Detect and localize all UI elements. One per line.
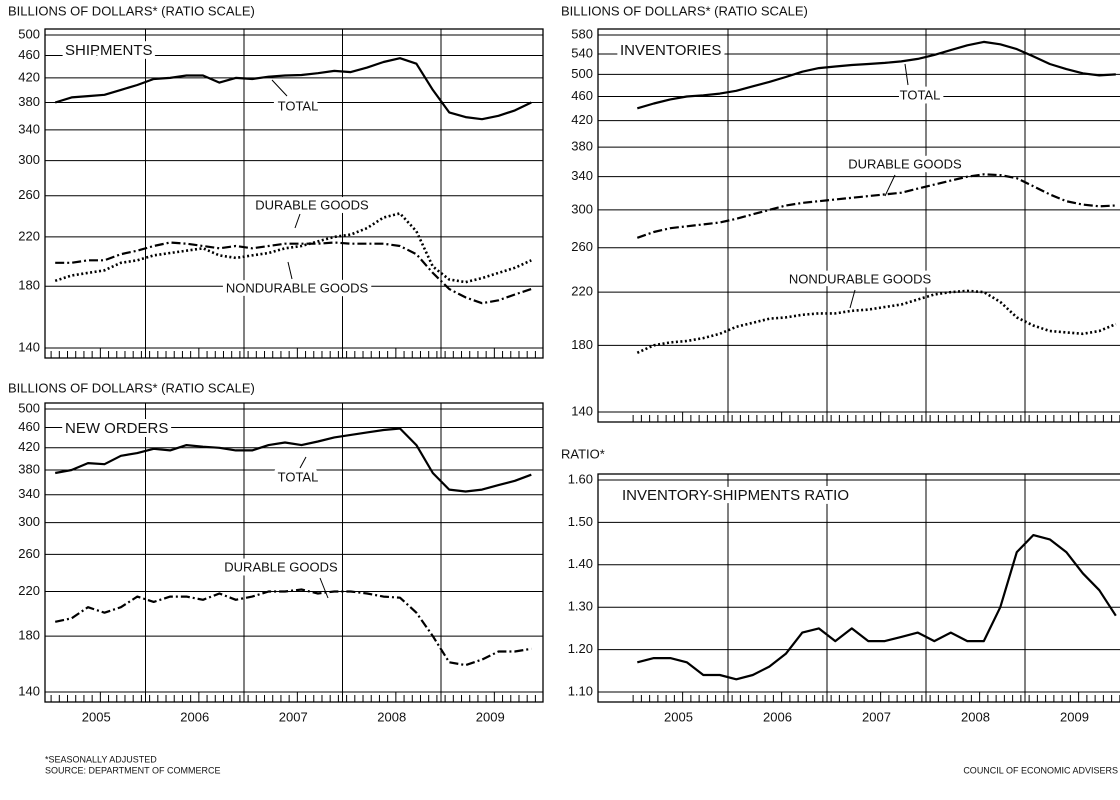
label-leader (271, 79, 288, 97)
series-line (54, 57, 532, 121)
series-line (55, 241, 532, 305)
y-tick-label: 420 (18, 69, 40, 84)
y-tick-label: 460 (18, 47, 40, 62)
credit: COUNCIL OF ECONOMIC ADVISERS (963, 765, 1118, 775)
series-label: DURABLE GOODS (848, 156, 962, 171)
y-tick-label: 260 (571, 239, 593, 254)
source: SOURCE: DEPARTMENT OF COMMERCE (45, 765, 221, 775)
x-tick-label: 2008 (961, 709, 990, 724)
plot-frame (597, 473, 1120, 703)
plot-frame (44, 28, 544, 359)
y-tick-label: 580 (571, 26, 593, 41)
y-tick-label: 140 (18, 339, 40, 354)
y-tick-label: 420 (571, 112, 593, 127)
series-label: TOTAL (900, 87, 941, 102)
y-tick-label: 140 (18, 683, 40, 698)
y-tick-label: 260 (18, 187, 40, 202)
y-tick-label: 300 (18, 152, 40, 167)
y-tick-label: 220 (18, 228, 40, 243)
x-tick-label: 2009 (476, 709, 505, 724)
series-label: TOTAL (278, 469, 319, 484)
series-line (54, 588, 532, 667)
y-tick-label: 300 (18, 514, 40, 529)
y-axis-label: BILLIONS OF DOLLARS* (RATIO SCALE) (8, 3, 255, 18)
panel-title: NEW ORDERS (65, 420, 168, 437)
x-tick-label: 2009 (1060, 709, 1089, 724)
series-label: DURABLE GOODS (255, 197, 369, 212)
series-line (55, 427, 532, 493)
label-leader (904, 63, 909, 86)
y-tick-label: 420 (18, 439, 40, 454)
series-line (636, 173, 1116, 239)
y-tick-label: 180 (571, 337, 593, 352)
y-axis-label: BILLIONS OF DOLLARS* (RATIO SCALE) (561, 3, 808, 18)
label-leader (884, 174, 896, 197)
series-line (636, 289, 1117, 354)
y-tick-label: 500 (571, 66, 593, 81)
y-axis-label: BILLIONS OF DOLLARS* (RATIO SCALE) (8, 380, 255, 395)
y-tick-label: 220 (18, 583, 40, 598)
label-leader (294, 213, 301, 229)
series-label: TOTAL (278, 98, 319, 113)
y-tick-label: 1.30 (568, 599, 593, 614)
y-tick-label: 180 (18, 278, 40, 293)
y-tick-label: 300 (571, 201, 593, 216)
y-tick-label: 340 (18, 121, 40, 136)
series-line (54, 212, 532, 284)
y-tick-label: 500 (18, 400, 40, 415)
panel-title: SHIPMENTS (65, 42, 153, 59)
series-label: NONDURABLE GOODS (226, 280, 369, 295)
label-leader (299, 456, 307, 469)
y-tick-label: 220 (571, 284, 593, 299)
y-tick-label: 460 (18, 419, 40, 434)
x-tick-label: 2007 (862, 709, 891, 724)
y-tick-label: 460 (571, 88, 593, 103)
y-tick-label: 380 (18, 461, 40, 476)
y-tick-label: 1.40 (568, 556, 593, 571)
plot-frame (44, 402, 544, 703)
y-tick-label: 380 (571, 139, 593, 154)
y-axis-label: RATIO* (561, 446, 605, 461)
plot-frame (597, 28, 1120, 423)
series-line (636, 40, 1116, 110)
y-tick-label: 260 (18, 546, 40, 561)
x-tick-label: 2007 (279, 709, 308, 724)
label-leader (287, 261, 293, 280)
x-tick-label: 2005 (82, 709, 111, 724)
y-tick-label: 1.50 (568, 514, 593, 529)
label-leader (319, 577, 329, 599)
y-tick-label: 340 (18, 486, 40, 501)
y-tick-label: 1.10 (568, 683, 593, 698)
x-tick-label: 2006 (763, 709, 792, 724)
y-tick-label: 340 (571, 168, 593, 183)
y-tick-label: 380 (18, 94, 40, 109)
series-line (637, 534, 1117, 681)
y-tick-label: 540 (571, 45, 593, 60)
y-tick-label: 140 (571, 403, 593, 418)
x-tick-label: 2006 (180, 709, 209, 724)
x-tick-label: 2005 (664, 709, 693, 724)
panel-title: INVENTORY-SHIPMENTS RATIO (622, 487, 849, 504)
series-label: DURABLE GOODS (224, 559, 338, 574)
y-tick-label: 1.60 (568, 471, 593, 486)
x-tick-label: 2008 (377, 709, 406, 724)
y-tick-label: 500 (18, 26, 40, 41)
y-tick-label: 1.20 (568, 641, 593, 656)
y-tick-label: 180 (18, 628, 40, 643)
series-label: NONDURABLE GOODS (789, 271, 932, 286)
label-leader (849, 289, 856, 309)
footnote: *SEASONALLY ADJUSTED (45, 754, 157, 764)
panel-title: INVENTORIES (620, 42, 721, 59)
